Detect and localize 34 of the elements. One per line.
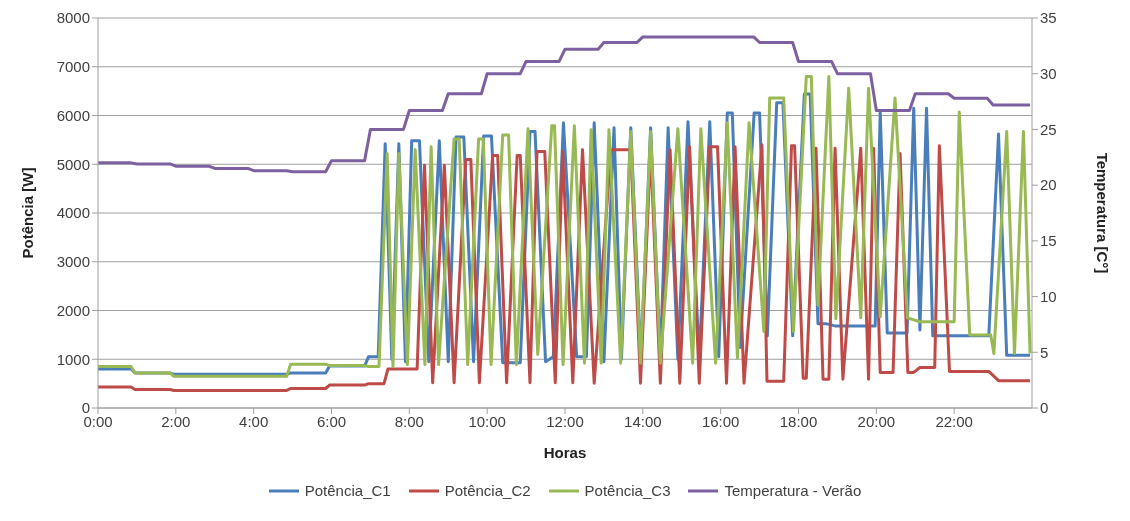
y-tick-label: 2000 [56, 301, 90, 319]
y-tick-label: 7000 [56, 58, 90, 76]
legend-label: Temperatura - Verão [724, 482, 862, 499]
y2-tick-label: 0 [1040, 399, 1049, 417]
x-tick-label: 14:00 [624, 412, 662, 430]
x-tick-label: 16:00 [701, 412, 740, 430]
x-tick-label: 22:00 [935, 412, 973, 430]
y2-tick-label: 5 [1040, 343, 1049, 361]
y2-tick-label: 20 [1040, 176, 1057, 194]
x-tick-label: 12:00 [546, 412, 584, 430]
y-tick-label: 6000 [56, 106, 90, 124]
x-tick-label: 20:00 [857, 412, 896, 430]
y-axis-title: Potência [W] [19, 167, 37, 259]
x-axis-title: Horas [543, 444, 587, 461]
y2-tick-label: 10 [1040, 287, 1057, 305]
y-tick-label: 5000 [56, 155, 90, 173]
legend-label: Potência_C3 [584, 482, 671, 499]
x-tick-label: 10:00 [468, 412, 506, 430]
y-tick-label: 8000 [56, 9, 90, 27]
legend-label: Potência_C2 [444, 482, 531, 499]
y2-tick-label: 25 [1040, 120, 1057, 138]
x-tick-label: 2:00 [161, 412, 191, 430]
legend-label: Potência_C1 [304, 482, 391, 499]
y2-tick-label: 15 [1040, 232, 1057, 250]
y-tick-label: 4000 [56, 204, 90, 222]
y-tick-label: 1000 [56, 350, 90, 368]
x-tick-label: 8:00 [394, 412, 424, 430]
y2-tick-label: 35 [1040, 9, 1057, 27]
x-tick-label: 18:00 [779, 412, 818, 430]
y-tick-label: 3000 [56, 253, 90, 271]
x-tick-label: 6:00 [316, 412, 347, 430]
y2-tick-label: 30 [1040, 65, 1057, 83]
y2-axis-title: Temperatura [C°] [1093, 152, 1111, 274]
x-tick-label: 4:00 [239, 412, 269, 430]
